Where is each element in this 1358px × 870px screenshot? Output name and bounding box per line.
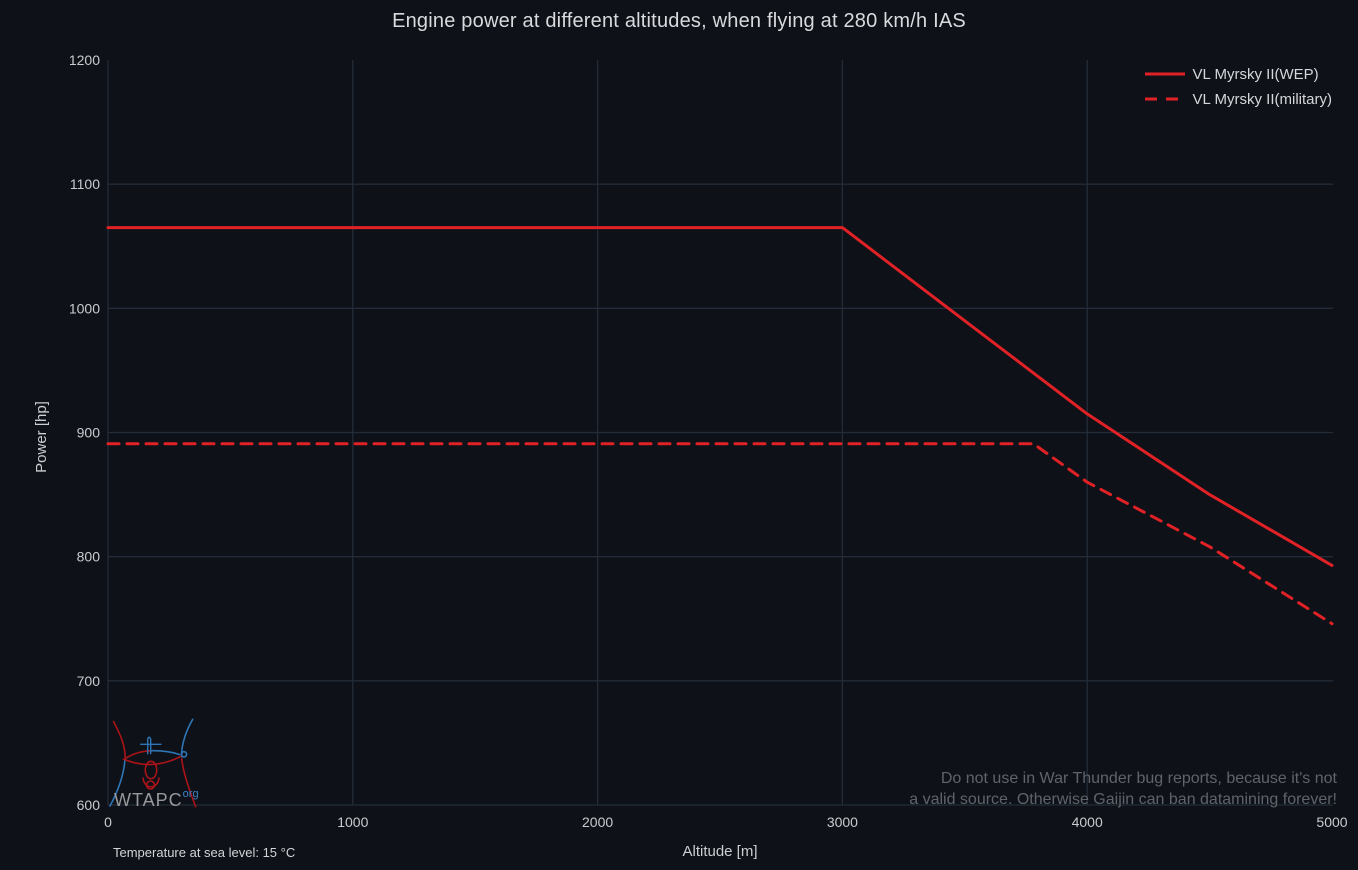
legend-label-military: VL Myrsky II(military) <box>1192 90 1332 108</box>
disclaimer-note: Do not use in War Thunder bug reports, b… <box>909 768 1337 810</box>
legend: VL Myrsky II(WEP) VL Myrsky II(military) <box>1144 63 1332 110</box>
y-tick-label: 800 <box>77 549 101 565</box>
y-tick-label: 1000 <box>69 300 100 316</box>
legend-dashed-line-icon <box>1144 97 1185 101</box>
legend-solid-line-icon <box>1144 72 1185 76</box>
chart-title: Engine power at different altitudes, whe… <box>392 10 966 32</box>
temperature-note: Temperature at sea level: 15 °C <box>113 845 296 860</box>
x-tick-label: 5000 <box>1316 814 1347 830</box>
y-tick-label: 600 <box>77 797 101 813</box>
legend-label-wep: VL Myrsky II(WEP) <box>1192 65 1319 83</box>
y-tick-label: 1100 <box>70 176 100 192</box>
x-tick-label: 1000 <box>337 814 368 830</box>
series-line-dashed[interactable] <box>106 442 1334 626</box>
disclaimer-line-1: Do not use in War Thunder bug reports, b… <box>940 770 1337 787</box>
x-tick-label: 3000 <box>827 814 858 830</box>
y-axis-title: Power [hp] <box>33 401 50 473</box>
watermark-superscript: org <box>182 788 199 800</box>
x-tick-label: 2000 <box>582 814 613 830</box>
series-line-solid[interactable] <box>106 226 1334 567</box>
y-tick-label: 900 <box>77 425 101 441</box>
watermark: WTAPCorg <box>114 788 199 811</box>
x-axis-title: Altitude [m] <box>682 843 758 860</box>
y-tick-label: 1200 <box>69 52 100 68</box>
legend-item-wep[interactable]: VL Myrsky II(WEP) <box>1144 63 1332 85</box>
watermark-text: WTAPC <box>114 790 183 810</box>
wtapc-plane-logo-icon <box>109 718 197 808</box>
y-tick-label: 700 <box>77 673 101 689</box>
legend-item-military[interactable]: VL Myrsky II(military) <box>1144 88 1332 110</box>
disclaimer-line-2: a valid source. Otherwise Gaijin can ban… <box>909 791 1337 808</box>
x-tick-label: 4000 <box>1072 814 1103 830</box>
x-tick-label: 0 <box>104 814 112 830</box>
